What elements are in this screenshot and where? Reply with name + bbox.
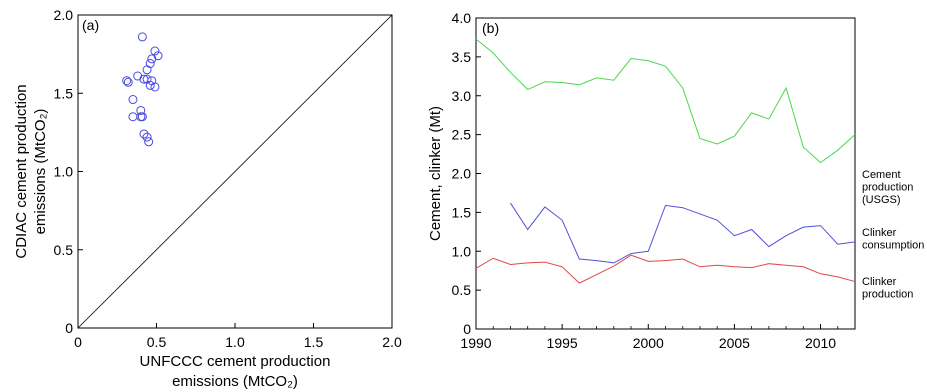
panel-b-y-tick-label: 1.5 bbox=[452, 204, 472, 220]
scatter-point bbox=[145, 80, 155, 90]
scatter-point bbox=[122, 76, 132, 86]
cement-production-annotation-line: production bbox=[862, 182, 913, 194]
scatter-point bbox=[142, 65, 152, 75]
panel-b-x-tick-label: 2005 bbox=[719, 335, 750, 351]
clinker-production-annotation-line: Clinker bbox=[862, 276, 897, 288]
panel-a-x-axis-label-line-2: emissions (MtCO₂) bbox=[172, 373, 298, 390]
scatter-point bbox=[139, 129, 149, 139]
panel-b-x-ticks: 1990 1995 2000 2005 2010 bbox=[460, 324, 856, 351]
panel-b-y-tick-label: 4.0 bbox=[452, 10, 472, 26]
scatter-point bbox=[128, 112, 138, 122]
clinker-consumption-annotation-line: Clinker bbox=[862, 227, 897, 239]
clinker-production-line bbox=[475, 254, 856, 284]
scatter-point bbox=[137, 112, 147, 122]
scatter-point bbox=[147, 54, 157, 64]
panel-a-scatter: 0 0.5 1.0 1.5 2.0 0 0.5 1.0 1.5 2.0 (a) UNFCCC c… bbox=[13, 7, 402, 390]
cement-production-line bbox=[475, 38, 856, 164]
panel-b-x-tick-label: 2000 bbox=[633, 335, 664, 351]
panel-a-y-tick-label: 2.0 bbox=[54, 7, 74, 23]
panel-a-y-tick-label: 0.5 bbox=[54, 242, 74, 258]
panel-b-label: (b) bbox=[482, 20, 499, 36]
one-to-one-reference-line bbox=[77, 14, 393, 329]
scatter-point bbox=[136, 105, 146, 115]
panel-a-x-tick-label: 2.0 bbox=[382, 334, 402, 350]
panel-a-x-axis-label-line-1: UNFCCC cement production bbox=[140, 353, 331, 370]
scatter-point bbox=[123, 77, 133, 87]
panel-b-x-tick-label: 2010 bbox=[805, 335, 836, 351]
panel-a-y-tick-label: 1.5 bbox=[54, 85, 74, 101]
panel-b-x-tick-label: 1990 bbox=[460, 335, 491, 351]
cement-production-annotation-line: (USGS) bbox=[862, 194, 901, 206]
panel-a-y-ticks: 0 0.5 1.0 1.5 2.0 bbox=[54, 7, 83, 336]
panel-a-y-axis-label-line-2: emissions (MtCO₂) bbox=[32, 109, 49, 235]
panel-a-label: (a) bbox=[82, 17, 99, 33]
scatter-point bbox=[147, 76, 157, 86]
scatter-point bbox=[128, 95, 138, 105]
panel-a-x-tick-label: 1.5 bbox=[304, 334, 324, 350]
panel-b-x-tick-label: 1995 bbox=[547, 335, 578, 351]
scatter-point bbox=[150, 82, 160, 92]
scatter-point bbox=[133, 71, 143, 81]
panel-a-x-tick-label: 1.0 bbox=[225, 334, 245, 350]
panel-b-y-tick-label: 0 bbox=[463, 321, 471, 337]
scatter-point bbox=[145, 59, 155, 69]
panel-b-y-tick-label: 3.0 bbox=[452, 88, 472, 104]
cement-production-annotation-line: Cement bbox=[862, 169, 901, 181]
clinker-production-annotation-line: production bbox=[862, 289, 913, 301]
panel-b-y-tick-label: 2.0 bbox=[452, 166, 472, 182]
clinker-consumption-line bbox=[510, 202, 856, 264]
scatter-point bbox=[142, 132, 152, 142]
panel-b-series-annotations: Cementproduction(USGS)Clinkerconsumption… bbox=[862, 169, 924, 301]
panel-b-series-lines bbox=[475, 38, 856, 284]
scatter-point bbox=[137, 32, 147, 42]
panel-b-y-tick-label: 2.5 bbox=[452, 127, 472, 143]
panel-a-x-tick-label: 0.5 bbox=[147, 334, 167, 350]
panel-b-y-ticks: 0 0.5 1.0 1.5 2.0 2.5 3.0 3.5 4.0 bbox=[452, 10, 481, 337]
clinker-consumption-annotation-line: consumption bbox=[862, 240, 924, 252]
panel-b-line-chart: 1990 1995 2000 2005 2010 0 0.5 1.0 1.5 2.0 2.5 3.0… bbox=[427, 10, 924, 351]
scatter-point bbox=[144, 137, 154, 147]
panel-a-x-tick-label: 0 bbox=[74, 334, 82, 350]
panel-b-y-axis-label: Cement, clinker (Mt) bbox=[427, 106, 444, 241]
scatter-point bbox=[150, 46, 160, 56]
panel-a-data-points bbox=[122, 32, 163, 147]
panel-b-y-tick-label: 1.0 bbox=[452, 243, 472, 259]
panel-b-plot-frame bbox=[475, 17, 856, 330]
panel-b-y-tick-label: 3.5 bbox=[452, 49, 472, 65]
panel-a-y-tick-label: 1.0 bbox=[54, 164, 74, 180]
panel-a-y-tick-label: 0 bbox=[65, 320, 73, 336]
panel-a-x-ticks: 0 0.5 1.0 1.5 2.0 bbox=[74, 323, 402, 350]
panel-b-y-tick-label: 0.5 bbox=[452, 282, 472, 298]
panel-a-y-axis-label-line-1: CDIAC cement production bbox=[13, 84, 30, 258]
